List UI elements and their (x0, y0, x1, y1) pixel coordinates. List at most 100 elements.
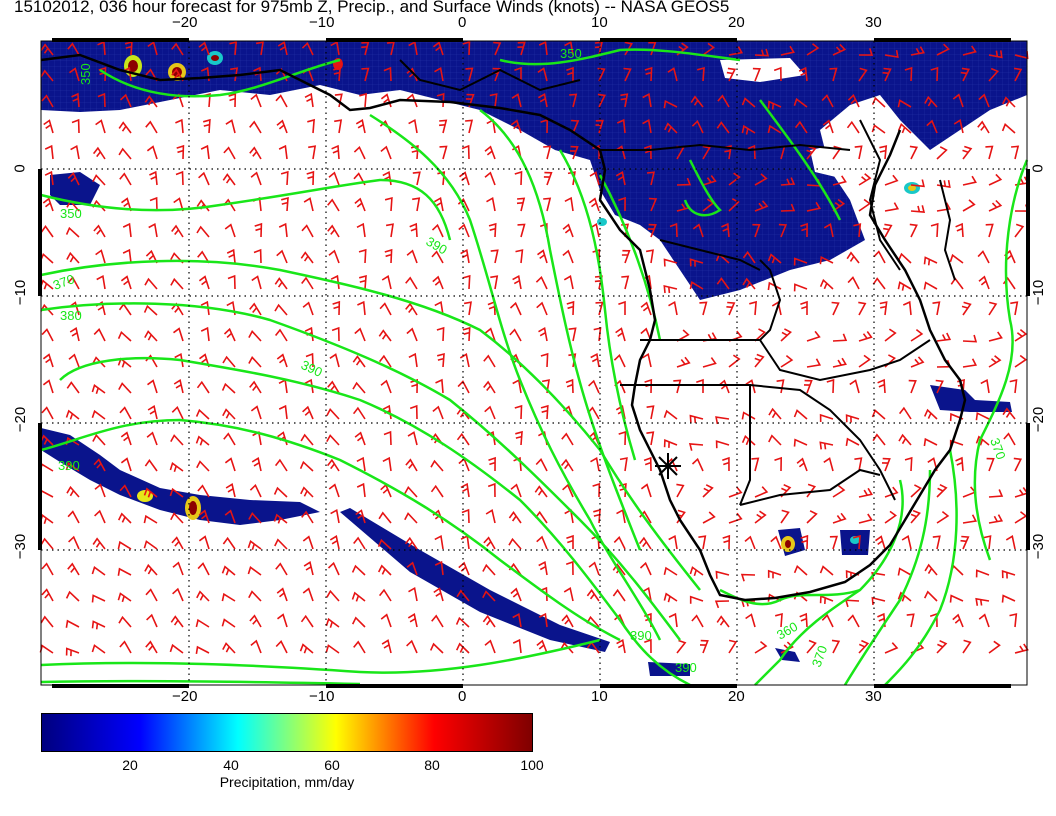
lat-label-left: −20 (12, 406, 30, 433)
wind-barb (171, 224, 184, 238)
wind-barb (94, 483, 106, 498)
wind-barb (806, 201, 821, 212)
wind-barb (858, 639, 870, 654)
wind-barb (780, 354, 794, 368)
lon-label-bottom: −10 (309, 688, 335, 705)
wind-barb (780, 45, 795, 56)
wind-barb (67, 510, 80, 524)
wind-barb (439, 145, 448, 160)
wind-barb (273, 513, 288, 524)
wind-barb (702, 42, 715, 56)
wind-barb (514, 170, 523, 186)
wind-barb (1005, 535, 1016, 550)
wind-barb (932, 301, 941, 316)
wind-barb (663, 284, 678, 294)
wind-barb (745, 379, 756, 394)
wind-barb (689, 258, 704, 267)
wind-barb (381, 639, 392, 654)
wind-barb (273, 486, 288, 498)
wind-barb (170, 512, 184, 524)
wind-barb (1009, 613, 1018, 628)
wind-barb (222, 408, 236, 420)
wind-barb (754, 48, 770, 57)
wind-barb (274, 328, 288, 342)
colorbar-tick: 60 (324, 757, 340, 773)
wind-barb (676, 483, 685, 498)
wind-barb (644, 66, 653, 82)
wind-barb (456, 432, 470, 446)
wind-barb (741, 434, 756, 446)
wind-barb (936, 202, 952, 212)
wind-barb (250, 405, 262, 420)
wind-barb (952, 93, 964, 108)
wind-barb (586, 588, 600, 602)
wind-barb (858, 173, 872, 186)
wind-barb (511, 93, 522, 108)
lon-label-bottom: 0 (458, 688, 467, 705)
wind-barb (484, 327, 496, 342)
wind-barb (879, 145, 888, 160)
wind-barb (699, 301, 708, 316)
wind-barb (793, 591, 808, 602)
wind-barb (613, 536, 626, 550)
wind-barb (278, 378, 288, 394)
wind-barb (300, 433, 314, 446)
lat-label-right: 0 (1029, 164, 1047, 173)
wind-barb (432, 275, 444, 290)
wind-barb (383, 66, 392, 82)
wind-barb (648, 197, 658, 212)
wind-barb (275, 562, 288, 576)
wind-barb (643, 456, 652, 472)
wind-barb (767, 100, 782, 110)
wind-barb (949, 594, 964, 603)
wind-barb (490, 249, 499, 264)
wind-barb (225, 483, 236, 498)
wind-barb (92, 146, 106, 160)
wind-barb (68, 353, 80, 368)
wind-barb (902, 300, 912, 316)
contour-line (558, 149, 637, 461)
wind-barb (430, 484, 444, 498)
wind-barb (537, 67, 548, 82)
wind-barb (882, 67, 892, 82)
wind-barb (794, 120, 808, 134)
wind-barb (144, 277, 158, 290)
wind-barb (872, 277, 886, 290)
wind-barb (676, 329, 690, 342)
africa-west-coast (40, 53, 967, 602)
wind-barb (988, 67, 1000, 82)
wind-barb (408, 586, 418, 602)
lat-label-right: −30 (1030, 533, 1048, 560)
wind-barb (754, 353, 765, 368)
wind-barb (65, 409, 80, 420)
wind-barb (455, 642, 470, 654)
wind-barb (465, 93, 475, 108)
wind-barb (143, 514, 158, 524)
wind-barb (276, 353, 288, 368)
wind-barb (274, 538, 288, 550)
wind-barb (460, 248, 470, 264)
wind-barb (119, 484, 132, 498)
wind-barb (40, 537, 54, 550)
wind-barb (540, 404, 549, 420)
wind-barb (353, 640, 366, 654)
wind-barb (120, 457, 132, 472)
wind-barb (642, 118, 652, 134)
wind-barb (962, 486, 977, 498)
wind-barb (800, 300, 808, 315)
wind-barb (118, 382, 132, 394)
wind-barb (960, 535, 970, 550)
wind-barb (44, 170, 54, 186)
wind-barb (65, 619, 80, 628)
wind-barb (962, 358, 978, 368)
wind-barb (122, 248, 132, 264)
wind-barb (728, 512, 743, 524)
wind-barb (780, 203, 796, 212)
wind-barb (667, 67, 678, 82)
wind-barb (821, 94, 834, 108)
wind-barb (877, 378, 886, 394)
wind-barb (361, 41, 370, 56)
wind-barb (41, 406, 54, 420)
wind-barb (221, 618, 236, 628)
wind-barb (689, 414, 704, 423)
